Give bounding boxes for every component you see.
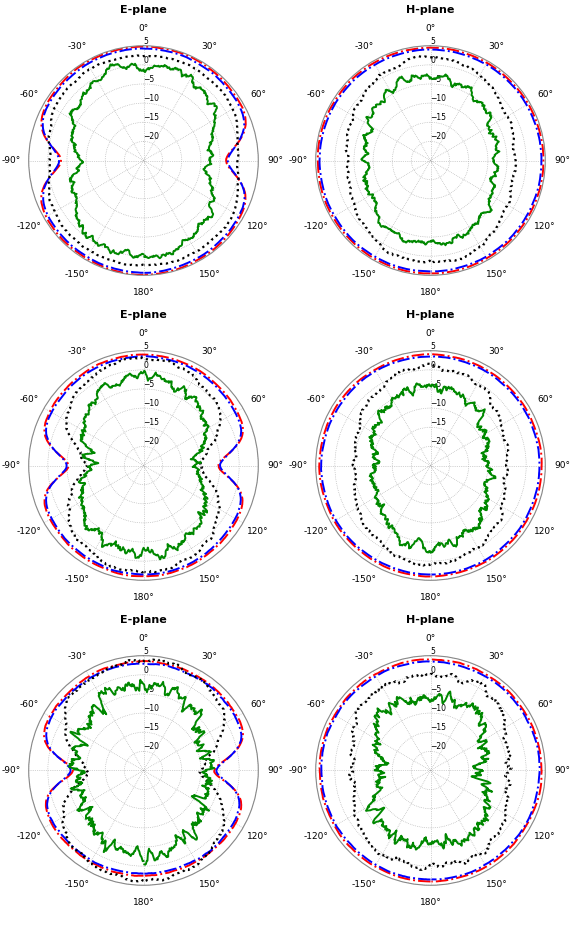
Title: H-plane: H-plane xyxy=(406,614,455,625)
Title: H-plane: H-plane xyxy=(406,5,455,15)
Title: E-plane: E-plane xyxy=(120,5,167,15)
Title: H-plane: H-plane xyxy=(406,310,455,319)
Title: E-plane: E-plane xyxy=(120,614,167,625)
Title: E-plane: E-plane xyxy=(120,310,167,319)
